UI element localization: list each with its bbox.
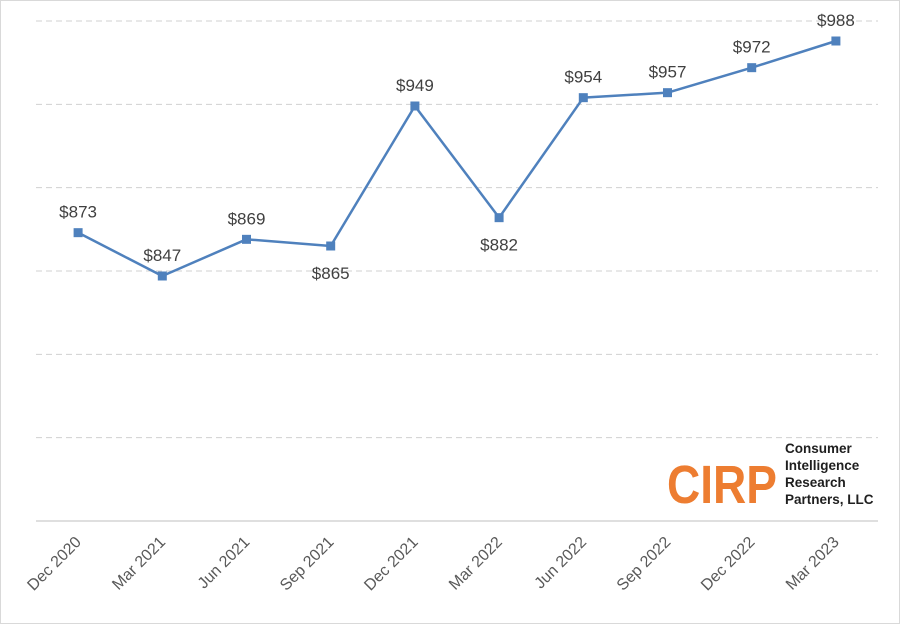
x-tick-label: Dec 2022 bbox=[698, 534, 759, 595]
data-point bbox=[578, 93, 588, 103]
data-label: $949 bbox=[396, 76, 434, 95]
series-markers bbox=[73, 36, 841, 281]
data-point bbox=[73, 228, 83, 238]
data-label: $869 bbox=[228, 209, 266, 228]
gridlines bbox=[36, 20, 878, 439]
data-label: $873 bbox=[59, 203, 97, 222]
data-label: $972 bbox=[733, 38, 771, 57]
data-point bbox=[747, 63, 757, 73]
data-point bbox=[157, 271, 167, 281]
data-point bbox=[494, 213, 504, 223]
x-tick-label: Jun 2021 bbox=[195, 534, 254, 593]
x-tick-label: Sep 2021 bbox=[277, 534, 338, 595]
x-tick-label: Sep 2022 bbox=[614, 534, 675, 595]
x-tick-label: Jun 2022 bbox=[532, 534, 591, 593]
data-label: $847 bbox=[143, 246, 181, 265]
x-tick-label: Mar 2023 bbox=[783, 534, 843, 594]
x-tick-label: Dec 2020 bbox=[24, 534, 85, 595]
series-line bbox=[77, 39, 837, 278]
data-label: $957 bbox=[649, 63, 687, 82]
data-point bbox=[242, 234, 251, 244]
data-labels: $873 $847 $869 $865 $949 $882 $954 $957 $972 $988 bbox=[59, 11, 855, 283]
data-point bbox=[326, 241, 336, 251]
logo-letters: CIRP bbox=[667, 455, 777, 515]
data-label: $988 bbox=[817, 11, 855, 30]
cirp-logo: CIRP Consumer Intelligence Research Part… bbox=[667, 441, 874, 515]
logo-line-3: Research bbox=[785, 475, 846, 490]
logo-line-4: Partners, LLC bbox=[785, 492, 874, 507]
data-point bbox=[831, 36, 841, 46]
data-label: $865 bbox=[312, 264, 350, 283]
x-tick-labels: Dec 2020 Mar 2021 Jun 2021 Sep 2021 Dec 2021… bbox=[24, 534, 842, 595]
logo-line-1: Consumer bbox=[785, 441, 853, 456]
data-label: $882 bbox=[480, 236, 518, 255]
series-path bbox=[77, 39, 837, 278]
x-tick-label: Dec 2021 bbox=[361, 534, 422, 595]
data-point bbox=[663, 88, 672, 98]
logo-line-2: Intelligence bbox=[785, 458, 860, 473]
x-tick-label: Mar 2022 bbox=[446, 534, 506, 594]
x-tick-label: Mar 2021 bbox=[109, 534, 169, 594]
data-point bbox=[410, 101, 420, 111]
data-label: $954 bbox=[564, 68, 602, 87]
